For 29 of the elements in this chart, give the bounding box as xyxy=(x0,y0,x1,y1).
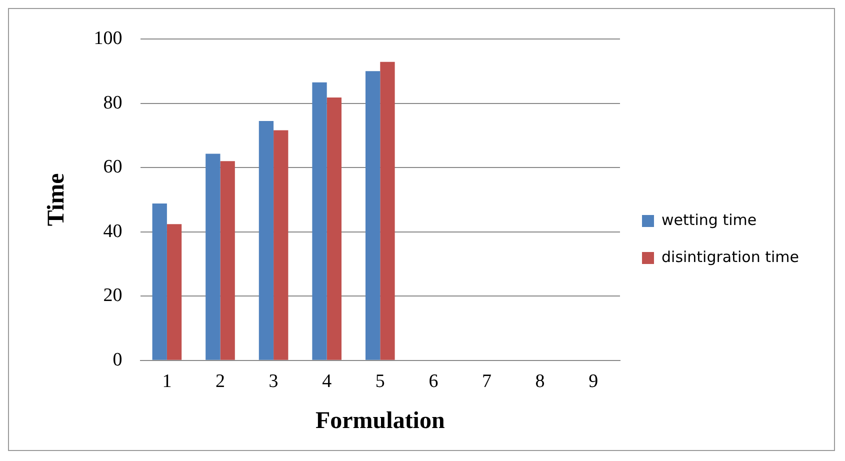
x-tick-label: 2 xyxy=(216,370,225,392)
x-tick-label: 8 xyxy=(535,370,545,392)
y-tick-label: 0 xyxy=(112,349,122,370)
x-tick-label: 6 xyxy=(428,370,438,392)
x-tick-label: 4 xyxy=(322,370,332,392)
y-tick-label: 80 xyxy=(103,92,122,114)
x-axis-title: Formulation xyxy=(315,408,445,434)
x-tick-label: 5 xyxy=(375,370,385,392)
x-tick-label: 1 xyxy=(162,370,172,392)
bar xyxy=(258,120,274,360)
y-tick-label: 60 xyxy=(103,156,122,178)
bar xyxy=(152,204,167,360)
bar xyxy=(312,82,327,360)
x-tick-label: 9 xyxy=(588,370,598,392)
y-tick-label: 40 xyxy=(103,220,122,242)
y-tick-label: 20 xyxy=(103,285,122,306)
bar xyxy=(166,224,182,360)
legend-label: wetting time xyxy=(662,210,757,229)
y-axis-title: Time xyxy=(44,172,70,226)
bar xyxy=(274,130,288,360)
x-tick-label: 3 xyxy=(268,370,278,392)
y-tick-label: 100 xyxy=(94,28,122,49)
legend-label: disintigration time xyxy=(662,248,799,266)
bar xyxy=(380,62,395,360)
bar xyxy=(206,154,220,360)
bar xyxy=(365,71,380,360)
bar xyxy=(326,97,342,360)
bar xyxy=(220,161,235,360)
x-tick-label: 7 xyxy=(482,370,492,392)
